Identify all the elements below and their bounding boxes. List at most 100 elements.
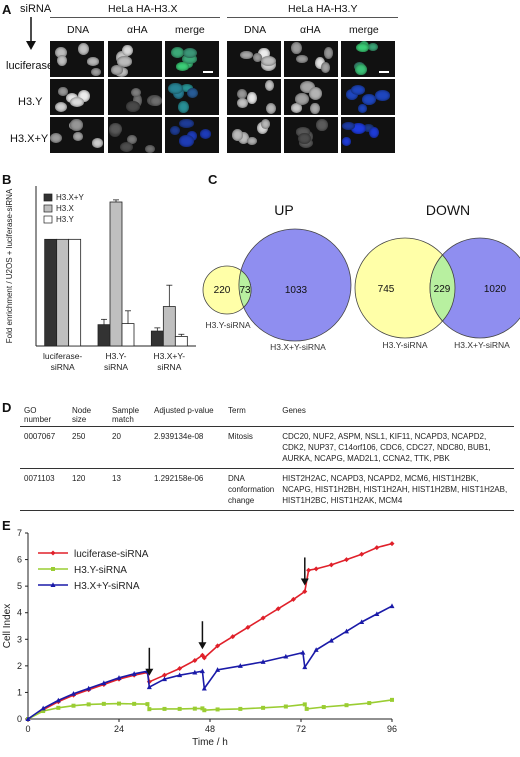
y-tick-label: 3 — [17, 634, 22, 644]
nucleus — [199, 129, 212, 139]
go-term: Mitosis — [224, 426, 279, 469]
nucleus — [231, 128, 244, 142]
bar — [44, 238, 58, 347]
nucleus — [261, 56, 276, 67]
data-point — [300, 649, 306, 655]
legend-swatch — [43, 193, 53, 202]
data-point — [245, 624, 251, 630]
data-point — [86, 685, 92, 691]
legend-label: H3.X+Y-siRNA — [74, 581, 140, 592]
nucleus — [168, 83, 183, 94]
bar — [174, 335, 188, 347]
column-header: merge — [349, 24, 379, 36]
data-point — [132, 701, 137, 706]
column-header: merge — [175, 24, 205, 36]
data-point — [71, 703, 76, 708]
bar — [56, 238, 70, 347]
y-tick-label: 1 — [17, 687, 22, 697]
nucleus — [132, 94, 143, 107]
data-point — [306, 567, 312, 573]
micrograph-tile — [165, 117, 219, 153]
nucleus — [54, 47, 67, 58]
x-tick-label: 96 — [387, 724, 397, 734]
nucleus — [314, 57, 325, 69]
table-header: Sample match — [108, 404, 150, 427]
nucleus — [368, 126, 380, 139]
nucleus — [169, 125, 180, 136]
micrograph-tile — [108, 41, 162, 77]
venn-up-left-label: H3.Y-siRNA — [205, 320, 250, 330]
data-point — [390, 697, 394, 702]
nucleus — [247, 92, 257, 105]
data-point — [290, 596, 296, 602]
legend-swatch — [43, 204, 53, 213]
data-point — [55, 697, 61, 703]
data-point — [162, 706, 167, 711]
data-point — [313, 647, 319, 652]
data-point — [389, 541, 395, 547]
micrograph-tile — [50, 117, 104, 153]
data-point — [192, 669, 198, 675]
nucleus — [187, 87, 198, 98]
venn-up-right-only: 1033 — [285, 285, 308, 296]
nucleus — [58, 87, 68, 96]
nucleus — [258, 47, 270, 59]
data-point — [344, 703, 349, 708]
data-point — [321, 705, 326, 710]
data-point — [367, 701, 372, 706]
table-header: GO number — [20, 404, 68, 427]
data-point — [101, 680, 107, 686]
nucleus — [246, 137, 258, 146]
panel-d-letter: D — [2, 400, 12, 415]
y-axis-label: Cell Index — [2, 604, 13, 648]
group-title-h3x: HeLa HA-H3.X — [108, 3, 178, 15]
y-tick-label: 4 — [17, 608, 22, 618]
data-point — [202, 708, 207, 713]
panel-b-letter: B — [2, 172, 12, 187]
x-tick-label: 72 — [296, 724, 306, 734]
data-point — [162, 676, 167, 682]
venn-up-left-only: 220 — [214, 285, 231, 296]
nucleus — [260, 118, 271, 129]
data-point — [177, 666, 183, 672]
data-point — [328, 637, 334, 643]
nucleus — [175, 61, 190, 71]
table-header: Genes — [278, 404, 514, 427]
data-point — [237, 663, 243, 668]
bar — [68, 238, 82, 347]
table-header: Adjusted p-value — [150, 404, 224, 427]
data-point — [201, 655, 207, 661]
nucleus — [346, 88, 359, 100]
group-title-h3y: HeLa HA-H3.Y — [288, 3, 358, 15]
line-chart-cell-index: 0 1 2 3 4 5 6 7 0 24 48 72 96 Time / h Cell Index lucif… — [2, 528, 397, 748]
data-point — [302, 588, 308, 594]
data-point — [302, 702, 307, 707]
nucleus — [178, 101, 189, 113]
group-rule-h3x — [50, 17, 220, 18]
venn-diagrams: UP 220 73 1033 H3.Y-siRNA H3.X+Y-siRNA D… — [202, 202, 520, 352]
row-label-luciferase: luciferase — [6, 60, 54, 72]
series-line — [27, 605, 393, 720]
data-point — [344, 557, 349, 563]
category-label: H3.X+Y- — [154, 351, 186, 361]
micrograph-tile — [284, 41, 338, 77]
data-point — [283, 704, 288, 709]
nucleus — [91, 138, 104, 149]
data-point — [359, 619, 365, 625]
column-header: αHA — [127, 24, 148, 36]
category-label: siRNA — [157, 362, 181, 372]
data-point — [192, 706, 197, 711]
nucleus — [111, 65, 123, 76]
adjusted-p-value: 1.292158e-06 — [150, 468, 224, 511]
nucleus — [182, 54, 197, 64]
series-line — [27, 699, 393, 720]
go-number: 0007067 — [20, 426, 68, 469]
nucleus — [56, 54, 68, 67]
y-tick-label: 6 — [17, 555, 22, 565]
bar — [97, 324, 111, 347]
treatment-arrow-head — [198, 642, 207, 650]
row-label-h3xy: H3.X+Y — [10, 133, 49, 145]
nucleus — [363, 123, 375, 132]
sirna-label: siRNA — [20, 3, 52, 15]
nucleus — [341, 137, 352, 147]
